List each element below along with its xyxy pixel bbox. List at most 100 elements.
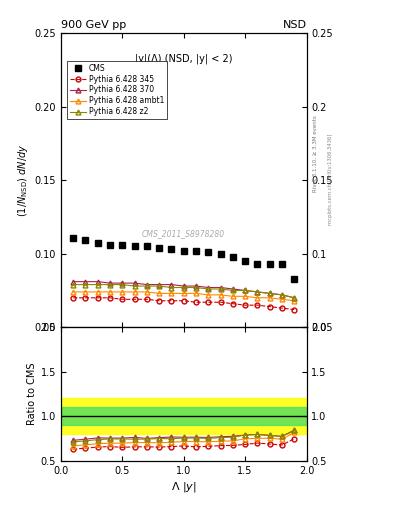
Pythia 6.428 z2 [132, 283, 137, 289]
Pythia 6.428 ambt1 [182, 290, 186, 296]
Text: 900 GeV pp: 900 GeV pp [61, 20, 126, 30]
Pythia 6.428 370 [71, 279, 75, 285]
Pythia 6.428 370 [182, 283, 186, 289]
CMS [132, 243, 137, 249]
Pythia 6.428 z2 [169, 285, 174, 291]
Pythia 6.428 z2 [218, 286, 223, 292]
Pythia 6.428 z2 [267, 290, 272, 296]
Pythia 6.428 ambt1 [120, 289, 125, 295]
Pythia 6.428 370 [132, 280, 137, 286]
Pythia 6.428 345 [120, 296, 125, 303]
Line: Pythia 6.428 ambt1: Pythia 6.428 ambt1 [71, 289, 297, 303]
Pythia 6.428 370 [230, 286, 235, 292]
CMS [120, 242, 125, 248]
Pythia 6.428 370 [108, 280, 112, 286]
Pythia 6.428 ambt1 [145, 289, 149, 295]
Text: Rivet 3.1.10, ≥ 3.3M events: Rivet 3.1.10, ≥ 3.3M events [312, 115, 318, 192]
Pythia 6.428 370 [145, 282, 149, 288]
Pythia 6.428 ambt1 [132, 289, 137, 295]
Pythia 6.428 ambt1 [71, 289, 75, 295]
X-axis label: $\Lambda\ |y|$: $\Lambda\ |y|$ [171, 480, 196, 494]
Pythia 6.428 z2 [71, 282, 75, 288]
Pythia 6.428 z2 [145, 283, 149, 289]
Pythia 6.428 345 [157, 297, 162, 304]
Line: Pythia 6.428 z2: Pythia 6.428 z2 [71, 282, 297, 300]
Pythia 6.428 345 [243, 302, 248, 308]
Line: Pythia 6.428 370: Pythia 6.428 370 [71, 279, 297, 300]
Pythia 6.428 370 [280, 292, 285, 298]
Y-axis label: $(1/N_\mathrm{NSD})\ dN/dy$: $(1/N_\mathrm{NSD})\ dN/dy$ [16, 143, 30, 217]
Pythia 6.428 ambt1 [280, 296, 285, 303]
Y-axis label: Ratio to CMS: Ratio to CMS [26, 362, 37, 425]
Pythia 6.428 ambt1 [83, 289, 88, 295]
Pythia 6.428 345 [182, 297, 186, 304]
Pythia 6.428 345 [206, 299, 211, 305]
Pythia 6.428 370 [169, 282, 174, 288]
Pythia 6.428 z2 [95, 282, 100, 288]
Pythia 6.428 ambt1 [255, 295, 260, 301]
Pythia 6.428 ambt1 [292, 297, 297, 304]
CMS [169, 246, 174, 252]
Pythia 6.428 345 [194, 299, 198, 305]
Pythia 6.428 z2 [157, 283, 162, 289]
Pythia 6.428 z2 [83, 282, 88, 288]
Pythia 6.428 345 [255, 302, 260, 308]
Line: CMS: CMS [70, 234, 298, 282]
Legend: CMS, Pythia 6.428 345, Pythia 6.428 370, Pythia 6.428 ambt1, Pythia 6.428 z2: CMS, Pythia 6.428 345, Pythia 6.428 370,… [67, 60, 167, 119]
Text: NSD: NSD [283, 20, 307, 30]
CMS [206, 249, 211, 255]
Pythia 6.428 370 [157, 282, 162, 288]
CMS [230, 253, 235, 260]
Pythia 6.428 370 [292, 295, 297, 301]
Pythia 6.428 370 [95, 279, 100, 285]
Pythia 6.428 z2 [292, 295, 297, 301]
Pythia 6.428 z2 [243, 287, 248, 293]
Pythia 6.428 z2 [255, 289, 260, 295]
Pythia 6.428 ambt1 [108, 289, 112, 295]
Pythia 6.428 z2 [230, 287, 235, 293]
CMS [182, 248, 186, 254]
Pythia 6.428 ambt1 [218, 292, 223, 298]
Pythia 6.428 345 [132, 296, 137, 303]
CMS [194, 248, 198, 254]
Pythia 6.428 ambt1 [169, 290, 174, 296]
CMS [95, 240, 100, 246]
Pythia 6.428 z2 [120, 282, 125, 288]
Pythia 6.428 z2 [194, 285, 198, 291]
Pythia 6.428 345 [218, 299, 223, 305]
Pythia 6.428 345 [71, 295, 75, 301]
CMS [83, 238, 88, 244]
Pythia 6.428 345 [169, 297, 174, 304]
Pythia 6.428 345 [280, 305, 285, 311]
CMS [157, 245, 162, 251]
Pythia 6.428 z2 [182, 285, 186, 291]
Bar [61, 398, 307, 434]
Pythia 6.428 z2 [280, 292, 285, 298]
Pythia 6.428 ambt1 [157, 290, 162, 296]
Pythia 6.428 ambt1 [194, 290, 198, 296]
Pythia 6.428 ambt1 [267, 295, 272, 301]
Line: Pythia 6.428 345: Pythia 6.428 345 [71, 295, 297, 312]
Pythia 6.428 370 [120, 280, 125, 286]
CMS [267, 261, 272, 267]
CMS [145, 243, 149, 249]
Pythia 6.428 370 [218, 285, 223, 291]
Text: mcplots.cern.ch [arXiv:1306.3436]: mcplots.cern.ch [arXiv:1306.3436] [328, 134, 333, 225]
Pythia 6.428 ambt1 [206, 292, 211, 298]
CMS [292, 275, 297, 282]
Text: |y|(Λ) (NSD, |y| < 2): |y|(Λ) (NSD, |y| < 2) [135, 54, 233, 65]
CMS [243, 258, 248, 264]
Pythia 6.428 370 [206, 285, 211, 291]
Bar [61, 408, 307, 425]
CMS [255, 261, 260, 267]
Text: CMS_2011_S8978280: CMS_2011_S8978280 [142, 229, 225, 238]
Pythia 6.428 370 [243, 287, 248, 293]
Pythia 6.428 370 [83, 279, 88, 285]
Pythia 6.428 370 [255, 289, 260, 295]
CMS [71, 234, 75, 241]
CMS [280, 261, 285, 267]
Pythia 6.428 ambt1 [95, 289, 100, 295]
CMS [218, 251, 223, 257]
Pythia 6.428 370 [194, 283, 198, 289]
Pythia 6.428 345 [83, 295, 88, 301]
